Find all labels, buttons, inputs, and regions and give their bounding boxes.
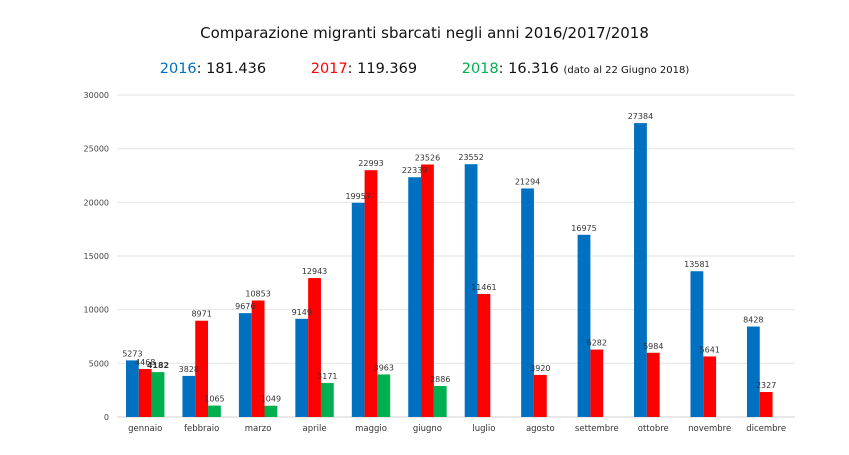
bar-2017-agosto: [533, 374, 547, 417]
bar-2016-giugno: [408, 177, 422, 417]
x-tick-label-aprile: aprile: [303, 424, 327, 434]
total-2016-value: : 181.436: [196, 61, 267, 77]
x-tick-label-ottobre: ottobre: [638, 424, 669, 434]
x-tick-label-settembre: settembre: [575, 424, 619, 434]
x-tick-label-giugno: giugno: [413, 424, 442, 434]
bar-2017-giugno: [421, 164, 434, 417]
total-2017-value: : 119.369: [347, 61, 418, 77]
data-label-2017-novembre: 5641: [700, 345, 720, 354]
y-tick-label: 30000: [84, 91, 109, 100]
bar-2017-luglio: [477, 293, 491, 417]
data-label-2017-marzo: 10853: [245, 290, 270, 299]
y-tick-label: 15000: [84, 252, 109, 261]
gridlines: [117, 94, 795, 418]
data-label-2018-giugno: 2886: [430, 375, 450, 384]
data-label-2016-luglio: 23552: [458, 153, 483, 162]
yearly-totals: 2016: 181.436 2017: 119.369 2018: 16.316…: [0, 61, 849, 77]
data-label-2016-maggio: 19957: [345, 192, 370, 201]
bar-2016-febbraio: [182, 375, 196, 417]
y-tick-label: 25000: [84, 145, 109, 154]
data-label-2016-febbraio: 3828: [179, 365, 199, 374]
bar-2016-marzo: [238, 313, 252, 417]
data-label-2017-maggio: 22993: [358, 159, 383, 168]
data-label-2016-giugno: 22339: [402, 166, 427, 175]
data-label-2018-febbraio: 1065: [204, 395, 224, 404]
data-label-2017-agosto: 3920: [530, 364, 550, 373]
bar-2016-agosto: [521, 188, 534, 417]
data-label-2018-maggio: 3963: [374, 363, 394, 372]
bar-2017-novembre: [703, 356, 717, 417]
x-tick-label-gennaio: gennaio: [128, 424, 162, 434]
bar-2017-maggio: [364, 170, 378, 417]
total-2017-year: 2017: [310, 61, 348, 77]
data-label-2016-ottobre: 27384: [628, 112, 653, 121]
y-tick-label: 0: [104, 413, 109, 422]
chart-title: Comparazione migranti sbarcati negli ann…: [200, 24, 649, 42]
bar-2016-gennaio: [126, 360, 139, 417]
bar-2017-aprile: [308, 278, 321, 417]
bars: [126, 123, 773, 417]
bar-2016-novembre: [690, 271, 704, 417]
bar-2017-dicembre: [759, 392, 773, 417]
data-label-2017-febbraio: 8971: [191, 310, 211, 319]
data-label-2017-dicembre: 2327: [756, 381, 776, 390]
bar-2016-settembre: [577, 234, 591, 417]
total-2017: 2017: 119.369: [311, 61, 417, 77]
total-2016-year: 2016: [159, 61, 197, 77]
bar-2016-luglio: [464, 164, 478, 417]
data-label-2016-agosto: 21294: [515, 177, 540, 186]
bar-2016-maggio: [351, 202, 365, 417]
y-tick-label: 10000: [84, 306, 109, 315]
x-tick-label-marzo: marzo: [245, 424, 272, 434]
bar-2018-febbraio: [208, 405, 221, 417]
data-label-2016-settembre: 16975: [571, 224, 596, 233]
bar-2018-maggio: [377, 374, 391, 417]
y-tick-label: 5000: [89, 359, 109, 368]
data-label-2016-gennaio: 5273: [122, 349, 142, 358]
x-tick-label-febbraio: febbraio: [184, 424, 219, 434]
data-label-2016-aprile: 9149: [292, 308, 312, 317]
bar-2016-aprile: [295, 318, 309, 417]
y-tick-label: 20000: [84, 198, 109, 207]
data-label-2017-aprile: 12943: [302, 267, 327, 276]
x-tick-label-agosto: agosto: [526, 424, 555, 434]
total-2018-note: (dato al 22 Giugno 2018): [563, 65, 690, 76]
data-label-2018-marzo: 1049: [261, 395, 281, 404]
data-label-2016-novembre: 13581: [684, 260, 709, 269]
data-label-2017-gennaio: 4468: [135, 358, 155, 367]
data-label-2017-luglio: 11461: [471, 283, 496, 292]
data-label-2017-settembre: 6282: [587, 339, 607, 348]
x-tick-label-dicembre: dicembre: [746, 424, 786, 434]
x-tick-label-novembre: novembre: [688, 424, 731, 434]
data-label-2017-ottobre: 5984: [643, 342, 663, 351]
bar-2018-aprile: [320, 382, 334, 417]
bar-2016-ottobre: [634, 123, 647, 417]
x-tick-label-maggio: maggio: [355, 424, 387, 434]
bar-2017-marzo: [251, 300, 265, 417]
bar-2018-marzo: [264, 405, 278, 417]
bar-2017-febbraio: [195, 320, 209, 417]
x-axis: gennaio febbraio marzo aprile maggio giugno lu…: [128, 424, 786, 434]
total-2018-year: 2018: [461, 61, 499, 77]
data-label-2018-gennaio: 4182: [147, 361, 169, 370]
data-label-2017-giugno: 23526: [415, 153, 440, 162]
total-2018-value: : 16.316: [498, 61, 559, 77]
bar-2017-gennaio: [138, 369, 152, 417]
bar-2017-ottobre: [646, 352, 660, 417]
data-label-2018-aprile: 3171: [317, 372, 337, 381]
y-axis: 0 5000 10000 15000 20000 25000 30000: [84, 91, 109, 422]
total-2018: 2018: 16.316 (dato al 22 Giugno 2018): [462, 61, 690, 77]
total-2016: 2016: 181.436: [160, 61, 266, 77]
data-label-2016-dicembre: 8428: [743, 316, 763, 325]
x-tick-label-luglio: luglio: [472, 424, 495, 434]
bar-2017-settembre: [590, 349, 604, 417]
bar-2018-gennaio: [151, 372, 165, 417]
data-label-2016-marzo: 9676: [235, 302, 255, 311]
bar-2016-dicembre: [746, 326, 760, 417]
bar-2018-giugno: [433, 386, 447, 417]
